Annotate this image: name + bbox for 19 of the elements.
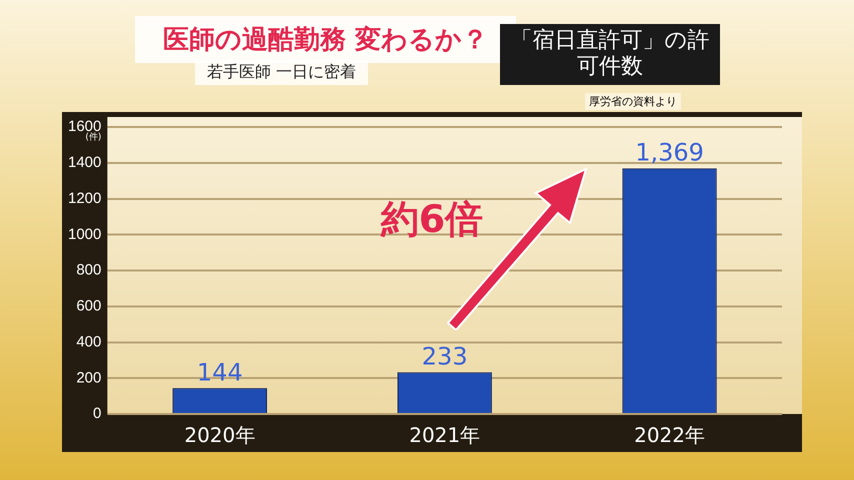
data-label: 1,369 bbox=[635, 138, 704, 167]
y-tick-label: 600 bbox=[76, 298, 102, 315]
text: 厚労省の資料より bbox=[585, 93, 681, 110]
y-tick-label: 0 bbox=[93, 405, 102, 422]
chart-subtitle: 医師の過酷勤務 変わるか？ bbox=[163, 25, 488, 55]
chart-title: 「宿日直許可」の許可件数 bbox=[500, 24, 720, 85]
y-tick-label: 1000 bbox=[68, 226, 102, 243]
y-tick-label: 400 bbox=[76, 333, 102, 350]
y-tick-label: 800 bbox=[76, 262, 102, 279]
annotation: 約6倍 bbox=[380, 196, 484, 241]
x-tick-label: 2022年 bbox=[634, 423, 706, 448]
text: 若手医師 一日に密着 bbox=[195, 60, 368, 85]
y-tick-label: 200 bbox=[76, 369, 102, 386]
x-tick-label: 2021年 bbox=[409, 423, 480, 448]
data-label: 233 bbox=[422, 342, 468, 370]
y-tick-label: 1400 bbox=[68, 154, 102, 172]
y-tick-label: 1200 bbox=[68, 190, 102, 207]
x-tick-label: 2020年 bbox=[184, 423, 256, 448]
data-label: 144 bbox=[196, 358, 243, 386]
